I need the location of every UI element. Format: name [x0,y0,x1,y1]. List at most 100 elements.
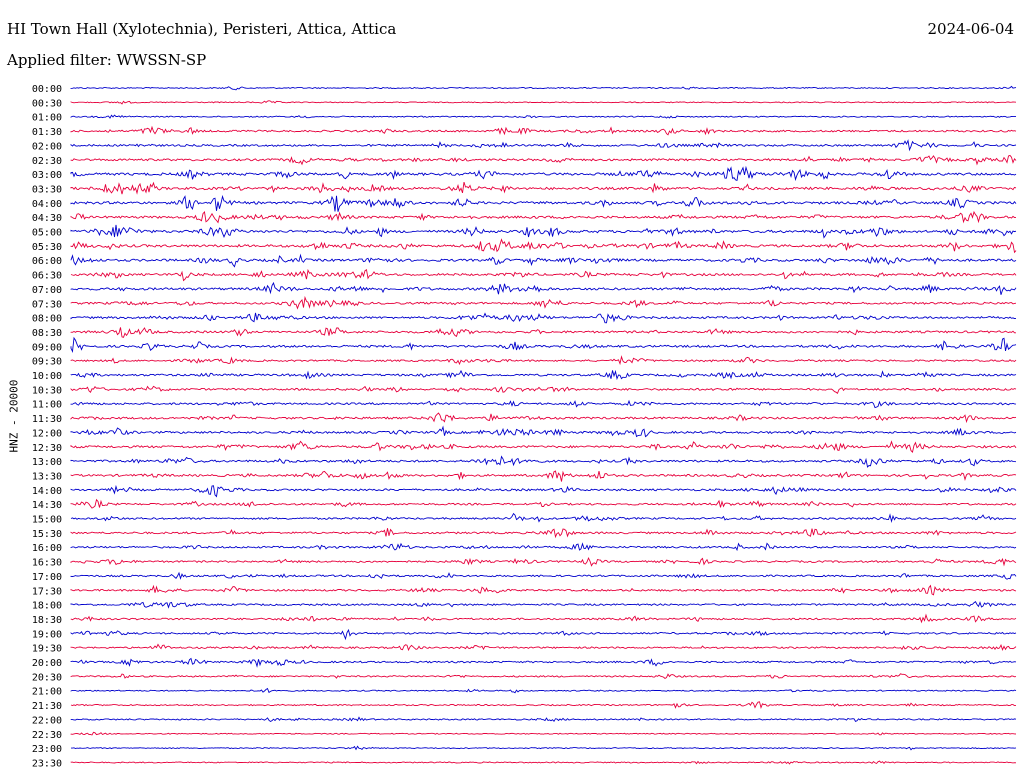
trace-row [70,85,1017,91]
trace-row [70,100,1017,105]
row-label: 16:00 [32,543,62,554]
trace-row [70,425,1017,438]
row-label: 23:00 [32,744,62,755]
trace-row [70,628,1017,641]
row-label: 00:30 [32,98,62,109]
trace-row [70,542,1017,552]
row-label: 19:30 [32,644,62,655]
row-label: 09:00 [32,342,62,353]
trace-row [70,253,1017,268]
trace-row [70,327,1016,338]
trace-row [70,687,1017,694]
trace-row [70,673,1017,679]
row-label: 05:00 [32,228,62,239]
trace-row [70,210,1017,224]
row-label: 18:30 [32,615,62,626]
trace-row [70,731,1017,736]
trace-row [70,716,1017,723]
trace-row [70,268,1017,282]
row-label: 00:00 [32,84,62,95]
row-label: 06:30 [32,271,62,282]
row-label: 13:00 [32,457,62,468]
trace-row [70,224,1017,239]
trace-row [70,369,1017,381]
trace-date: 2024-06-04 [927,20,1014,38]
trace-row [70,470,1017,482]
row-label: 16:30 [32,558,62,569]
row-label: 14:00 [32,486,62,497]
row-label: 22:30 [32,730,62,741]
row-label: 05:30 [32,242,62,253]
row-label: 23:30 [32,758,62,769]
row-label: 22:00 [32,715,62,726]
trace-row [70,385,1017,395]
row-label: 20:30 [32,672,62,683]
row-label: 18:00 [32,601,62,612]
row-label: 01:30 [32,127,62,138]
trace-row [70,657,1017,668]
trace-row [70,399,1017,409]
trace-row [70,154,1017,166]
row-label: 13:30 [32,471,62,482]
row-label: 09:30 [32,357,62,368]
row-label: 07:30 [32,299,62,310]
row-label: 17:00 [32,572,62,583]
trace-row [70,238,1017,254]
trace-row [70,295,1017,310]
row-label: 07:00 [32,285,62,296]
trace-row [70,455,1017,468]
row-label: 08:30 [32,328,62,339]
filter-label: Applied filter: WWSSN-SP [7,51,207,69]
trace-row [70,498,1017,509]
trace-row [70,312,1017,324]
trace-row [70,440,1017,453]
row-label: 15:00 [32,515,62,526]
trace-row [70,556,1017,567]
row-label: 03:30 [32,184,62,195]
trace-row [70,336,1017,353]
trace-row [70,584,1017,596]
trace-row [71,745,1017,751]
row-label: 12:30 [32,443,62,454]
trace-row [70,165,1017,182]
row-label: 04:30 [32,213,62,224]
trace-row [70,571,1017,580]
trace-row [70,281,1017,295]
row-label: 01:00 [32,113,62,124]
row-label: 15:30 [32,529,62,540]
row-label: 06:00 [32,256,62,267]
row-label: 11:30 [32,414,62,425]
trace-row [70,613,1017,624]
trace-row [70,528,1017,539]
row-label: 11:00 [32,400,62,411]
row-label: 04:00 [32,199,62,210]
row-label: 19:00 [32,629,62,640]
trace-row [70,701,1016,710]
row-label: 10:00 [32,371,62,382]
row-label: 14:30 [32,500,62,511]
row-label: 02:00 [32,141,62,152]
trace-row [70,643,1017,652]
station-title: HI Town Hall (Xylotechnia), Peristeri, A… [7,20,397,38]
trace-row [70,181,1017,195]
row-label: 20:00 [32,658,62,669]
trace-row [70,601,1017,609]
row-label: 21:00 [32,687,62,698]
row-label: 03:00 [32,170,62,181]
row-label: 12:00 [32,428,62,439]
row-label: 21:30 [32,701,62,712]
trace-row [70,484,1017,498]
trace-row [70,194,1017,212]
row-label: 10:30 [32,385,62,396]
row-label: 17:30 [32,586,62,597]
row-label: 02:30 [32,156,62,167]
trace-row [70,125,1017,136]
trace-row [70,355,1017,366]
trace-row [70,139,1017,152]
trace-row [70,412,1017,424]
trace-row [70,760,1017,765]
trace-row [70,512,1017,524]
trace-row [70,114,1017,119]
row-label: 08:00 [32,314,62,325]
